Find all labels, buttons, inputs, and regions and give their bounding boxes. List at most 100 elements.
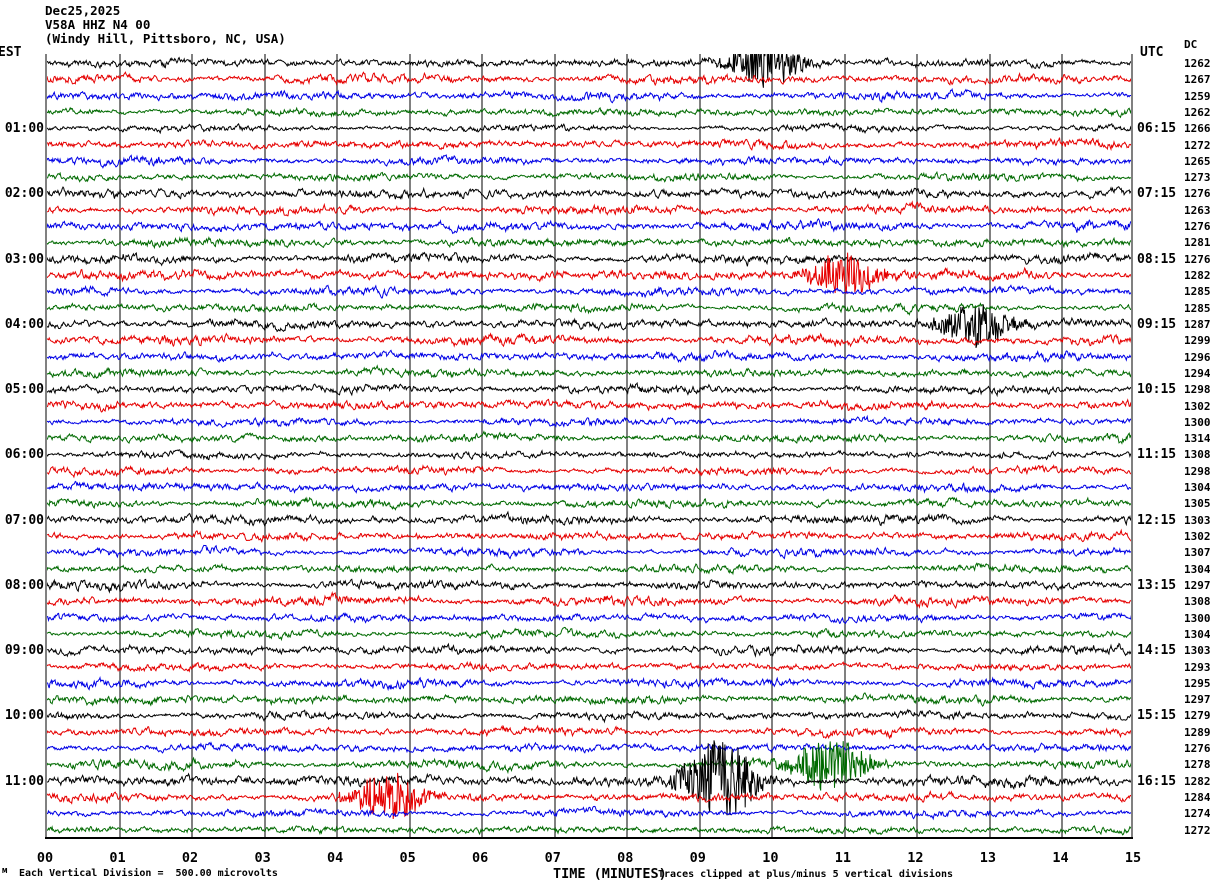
est-label-11-00: 11:00 — [4, 773, 44, 789]
trace-09-15 — [47, 662, 1133, 671]
dc-value-row-24: 1308 — [1184, 448, 1210, 462]
dc-value-row-7: 1273 — [1184, 171, 1210, 185]
gridline-minute-12 — [916, 54, 919, 837]
trace-01-00 — [47, 123, 1133, 133]
vertical-gridlines — [47, 54, 1131, 837]
est-label-10-00: 10:00 — [4, 708, 44, 724]
est-label-03-00: 03:00 — [4, 251, 44, 267]
est-label-01-00: 01:00 — [4, 121, 44, 137]
trace-02-45 — [47, 238, 1133, 248]
trace-10-15 — [47, 726, 1133, 738]
dc-value-row-8: 1276 — [1184, 187, 1210, 201]
est-label-08-00: 08:00 — [4, 577, 44, 593]
trace-11-15 — [47, 773, 1133, 819]
gridline-minute-08 — [626, 54, 629, 837]
trace-10-45 — [47, 741, 1133, 790]
dc-value-row-45: 1284 — [1184, 791, 1210, 805]
station-location: (Windy Hill, Pittsboro, NC, USA) — [45, 31, 286, 46]
x-tick-label-05: 05 — [399, 850, 416, 866]
gridline-minute-10 — [771, 54, 774, 837]
gridline-minute-13 — [988, 54, 991, 837]
x-tick-label-13: 13 — [979, 850, 997, 866]
trace-06-00 — [47, 450, 1133, 460]
dc-value-row-10: 1276 — [1184, 220, 1210, 234]
trace-02-15 — [47, 202, 1133, 216]
dc-value-row-2: 1259 — [1184, 89, 1210, 103]
dc-value-row-14: 1285 — [1184, 285, 1210, 299]
trace-08-45 — [47, 627, 1133, 639]
x-tick-label-00: 00 — [36, 850, 54, 866]
trace-05-00 — [47, 383, 1133, 395]
trace-07-00 — [47, 512, 1133, 525]
trace-07-15 — [47, 530, 1133, 541]
dc-value-row-43: 1278 — [1184, 758, 1210, 772]
gridline-minute-09 — [698, 54, 701, 837]
dc-value-row-13: 1282 — [1184, 269, 1210, 283]
trace-07-45 — [47, 563, 1133, 573]
x-tick-label-15: 15 — [1124, 850, 1142, 866]
est-label-06-00: 06:00 — [4, 447, 44, 463]
dc-value-row-5: 1272 — [1184, 138, 1210, 152]
utc-label-13-15: 13:15 — [1137, 577, 1177, 593]
x-tick-label-11: 11 — [834, 850, 851, 866]
trace-06-15 — [47, 466, 1133, 477]
dc-value-row-40: 1279 — [1184, 709, 1210, 723]
dc-value-row-46: 1274 — [1184, 807, 1210, 821]
seismogram-plot[interactable] — [45, 54, 1133, 837]
utc-label-16-15: 16:15 — [1137, 773, 1177, 789]
gridline-minute-06 — [481, 54, 484, 837]
trace-09-45 — [47, 693, 1133, 706]
trace-00-15 — [47, 72, 1133, 85]
dc-value-row-39: 1297 — [1184, 693, 1210, 707]
trace-09-00 — [47, 644, 1133, 657]
trace-03-15 — [47, 253, 1133, 295]
x-tick-label-03: 03 — [254, 850, 271, 866]
dc-value-row-15: 1285 — [1184, 301, 1210, 315]
trace-08-15 — [47, 593, 1133, 608]
est-label-04-00: 04:00 — [4, 316, 44, 332]
trace-11-30 — [47, 806, 1133, 818]
trace-11-00 — [47, 740, 1133, 815]
trace-08-30 — [47, 613, 1133, 623]
trace-00-00 — [47, 54, 1133, 88]
gridline-minute-03 — [263, 54, 266, 837]
dc-value-row-44: 1282 — [1184, 774, 1210, 788]
dc-value-row-16: 1287 — [1184, 317, 1210, 331]
dc-value-row-23: 1314 — [1184, 432, 1210, 446]
trace-03-00 — [47, 253, 1133, 267]
trace-01-15 — [47, 138, 1133, 150]
vertical-scale-note: Each Vertical Division = 500.00 microvol… — [19, 868, 278, 879]
dc-value-row-41: 1289 — [1184, 725, 1210, 739]
gridline-minute-11 — [843, 54, 846, 837]
waveform-traces — [47, 54, 1133, 837]
trace-02-30 — [47, 219, 1133, 234]
trace-04-45 — [47, 366, 1133, 378]
utc-label-12-15: 12:15 — [1137, 512, 1177, 528]
dc-value-row-36: 1303 — [1184, 644, 1210, 658]
gridline-minute-07 — [553, 54, 556, 837]
trace-03-30 — [47, 285, 1133, 298]
x-tick-label-10: 10 — [762, 850, 779, 866]
trace-03-45 — [47, 303, 1133, 315]
dc-value-row-22: 1300 — [1184, 415, 1210, 429]
trace-00-45 — [47, 108, 1133, 117]
dc-value-row-37: 1293 — [1184, 660, 1210, 674]
gridline-minute-14 — [1061, 54, 1064, 837]
right-timezone-label: UTC — [1140, 45, 1164, 60]
dc-value-row-30: 1307 — [1184, 546, 1210, 560]
station-code: V58A HHZ N4 00 — [45, 17, 151, 32]
gridline-minute-01 — [118, 54, 121, 837]
dc-value-row-42: 1276 — [1184, 742, 1210, 756]
x-tick-label-14: 14 — [1052, 850, 1069, 866]
trace-11-45 — [47, 826, 1133, 835]
dc-value-row-12: 1276 — [1184, 252, 1210, 266]
dc-value-row-31: 1304 — [1184, 562, 1210, 576]
dc-value-row-33: 1308 — [1184, 595, 1210, 609]
x-tick-label-08: 08 — [617, 850, 634, 866]
trace-06-30 — [47, 482, 1133, 493]
dc-value-row-9: 1263 — [1184, 203, 1210, 217]
trace-04-15 — [47, 334, 1133, 347]
left-timezone-label: EST — [0, 45, 22, 60]
utc-label-08-15: 08:15 — [1137, 251, 1177, 267]
